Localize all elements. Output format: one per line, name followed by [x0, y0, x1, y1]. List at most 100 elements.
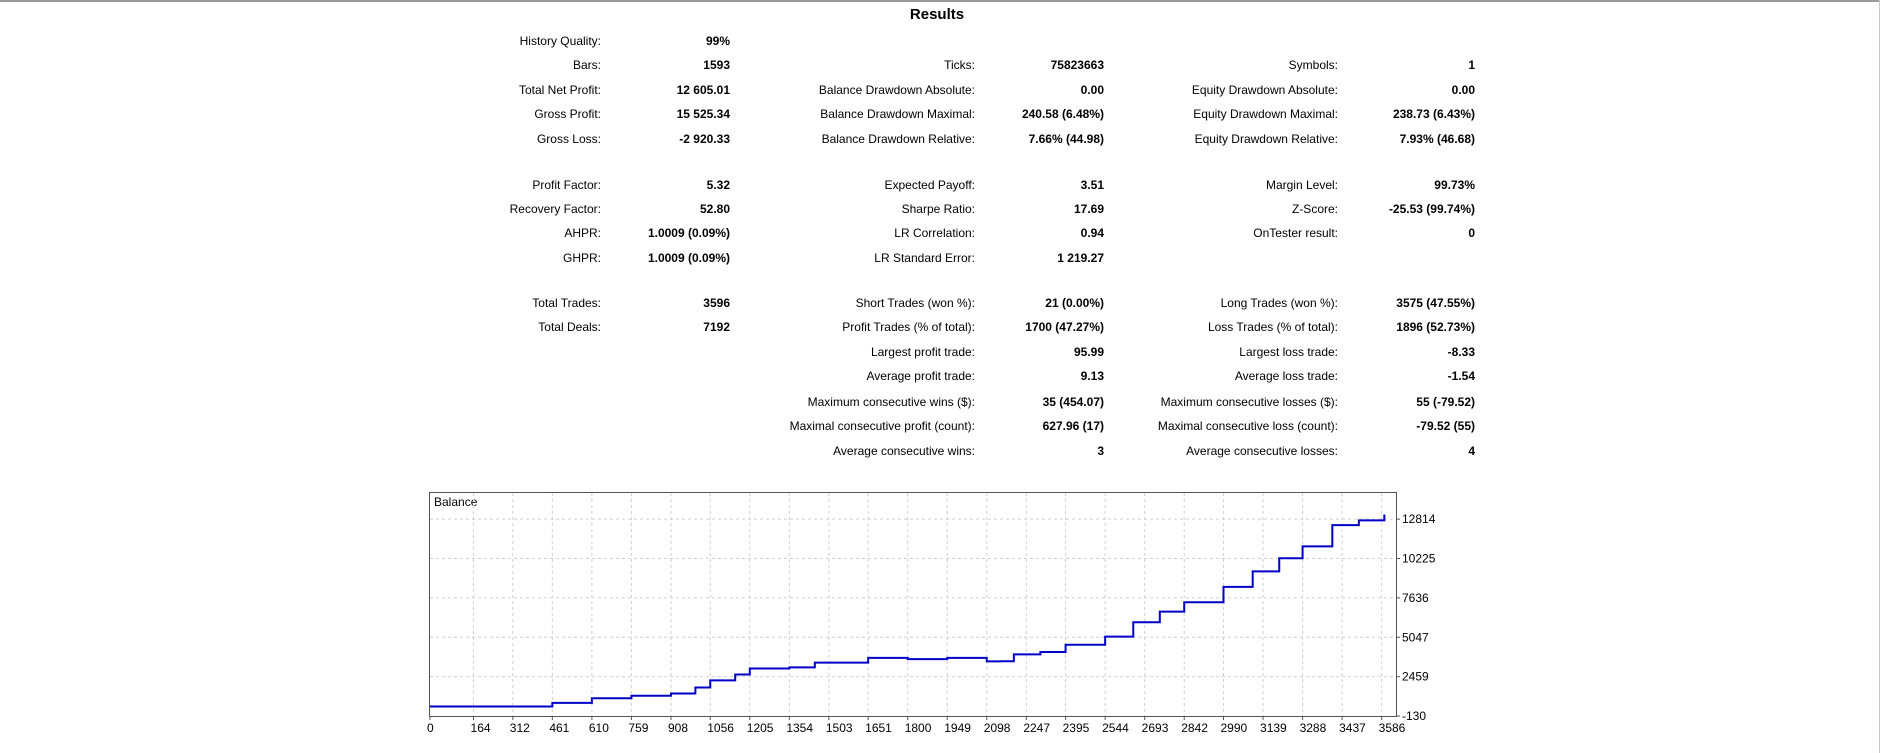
stat-label: Balance Drawdown Absolute:: [818, 83, 975, 97]
stat-value: 75823663: [1050, 58, 1104, 72]
stat-label: Symbols:: [1288, 58, 1338, 72]
stat-label: Balance Drawdown Maximal:: [820, 107, 975, 121]
stat-label: Equity Drawdown Relative:: [1194, 132, 1338, 146]
stat-value: 0.94: [1080, 226, 1104, 240]
x-tick-label: 1651: [865, 721, 892, 735]
stat-label: Bars:: [572, 58, 601, 72]
x-tick-label: 2544: [1102, 721, 1129, 735]
stat-value: 627.96 (17): [1042, 419, 1104, 433]
stat-value: -1.54: [1447, 369, 1475, 383]
stat-label: Largest loss trade:: [1239, 345, 1338, 359]
stat-value: 3596: [703, 296, 730, 310]
stat-value: 3575 (47.55%): [1396, 296, 1475, 310]
x-tick-label: 1056: [707, 721, 734, 735]
stat-value: 7.66% (44.98): [1028, 132, 1104, 146]
x-tick-label: 164: [471, 721, 491, 735]
x-tick-label: 2395: [1063, 721, 1090, 735]
stat-label: Maximal consecutive profit (count):: [789, 419, 975, 433]
stat-value: 9.13: [1080, 369, 1104, 383]
stat-value: 35 (454.07): [1042, 395, 1104, 409]
x-tick-label: 908: [668, 721, 688, 735]
stat-value: 3.51: [1080, 178, 1104, 192]
stat-value: 1593: [703, 58, 730, 72]
stat-label: Z-Score:: [1291, 202, 1338, 216]
stat-label: Margin Level:: [1265, 178, 1338, 192]
x-tick-label: 1503: [826, 721, 853, 735]
stat-value: 55 (-79.52): [1416, 395, 1475, 409]
balance-chart: [429, 492, 1397, 717]
x-tick-label: 2990: [1221, 721, 1248, 735]
stat-value: 12 605.01: [676, 83, 730, 97]
x-tick-label: 1949: [944, 721, 971, 735]
stat-value: 3: [1097, 444, 1104, 458]
stat-value: 5.32: [706, 178, 730, 192]
x-tick-label: 2693: [1142, 721, 1169, 735]
stat-label: Ticks:: [944, 58, 975, 72]
x-tick-label: 1205: [747, 721, 774, 735]
stat-label: Total Trades:: [532, 296, 601, 310]
x-tick-label: 3586: [1379, 721, 1406, 735]
x-tick-label: 610: [589, 721, 609, 735]
stat-value: 240.58 (6.48%): [1021, 107, 1104, 121]
stat-label: Equity Drawdown Maximal:: [1193, 107, 1338, 121]
stat-value: 0: [1468, 226, 1475, 240]
stat-label: History Quality:: [519, 34, 601, 48]
stat-value: -2 920.33: [679, 132, 730, 146]
stat-label: Expected Payoff:: [884, 178, 975, 192]
stat-label: Maximum consecutive wins ($):: [807, 395, 975, 409]
stat-label: Gross Profit:: [534, 107, 601, 121]
stat-label: Short Trades (won %):: [855, 296, 975, 310]
x-tick-label: 3437: [1339, 721, 1366, 735]
top-divider: [0, 0, 1880, 2]
stat-value: 1896 (52.73%): [1396, 320, 1475, 334]
stat-label: Sharpe Ratio:: [901, 202, 975, 216]
stat-label: Profit Factor:: [532, 178, 601, 192]
stat-value: 1.0009 (0.09%): [647, 226, 730, 240]
stat-label: OnTester result:: [1253, 226, 1338, 240]
x-tick-label: 2247: [1023, 721, 1050, 735]
stat-value: 0.00: [1080, 83, 1104, 97]
stat-value: 21 (0.00%): [1045, 296, 1104, 310]
stat-label: LR Correlation:: [894, 226, 975, 240]
y-tick-label: 2459: [1402, 670, 1429, 684]
stat-value: 1: [1468, 58, 1475, 72]
x-tick-label: 312: [510, 721, 530, 735]
stat-value: 52.80: [699, 202, 730, 216]
x-tick-label: 461: [549, 721, 569, 735]
stat-value: 95.99: [1073, 345, 1104, 359]
stat-value: -79.52 (55): [1416, 419, 1475, 433]
stat-value: -25.53 (99.74%): [1388, 202, 1475, 216]
stat-value: 7.93% (46.68): [1399, 132, 1475, 146]
y-tick-label: 10225: [1402, 551, 1436, 565]
stat-label: Total Net Profit:: [518, 83, 601, 97]
stat-value: -8.33: [1447, 345, 1475, 359]
x-tick-label: 3139: [1260, 721, 1287, 735]
y-tick-label: 7636: [1402, 591, 1429, 605]
stat-value: 17.69: [1073, 202, 1104, 216]
results-title: Results: [909, 6, 965, 23]
stat-label: Long Trades (won %):: [1220, 296, 1338, 310]
stat-label: Maximal consecutive loss (count):: [1157, 419, 1338, 433]
x-tick-label: 3288: [1300, 721, 1327, 735]
stat-value: 238.73 (6.43%): [1392, 107, 1475, 121]
stat-label: Balance Drawdown Relative:: [821, 132, 975, 146]
stat-label: Average loss trade:: [1234, 369, 1338, 383]
stat-value: 0.00: [1451, 83, 1475, 97]
stat-label: Loss Trades (% of total):: [1207, 320, 1338, 334]
y-tick-label: -130: [1402, 709, 1426, 723]
y-tick-label: 12814: [1402, 512, 1436, 526]
stat-value: 7192: [703, 320, 730, 334]
stat-value: 1.0009 (0.09%): [647, 251, 730, 265]
x-tick-label: 2842: [1181, 721, 1208, 735]
stat-label: Largest profit trade:: [870, 345, 975, 359]
stat-label: LR Standard Error:: [874, 251, 975, 265]
stat-label: Average consecutive wins:: [833, 444, 975, 458]
stat-label: Equity Drawdown Absolute:: [1191, 83, 1338, 97]
stat-label: Total Deals:: [538, 320, 601, 334]
stat-label: Maximum consecutive losses ($):: [1160, 395, 1338, 409]
stat-label: Profit Trades (% of total):: [842, 320, 975, 334]
x-tick-label: 1800: [905, 721, 932, 735]
stat-label: Recovery Factor:: [509, 202, 601, 216]
x-tick-label: 2098: [984, 721, 1011, 735]
x-tick-label: 759: [628, 721, 648, 735]
